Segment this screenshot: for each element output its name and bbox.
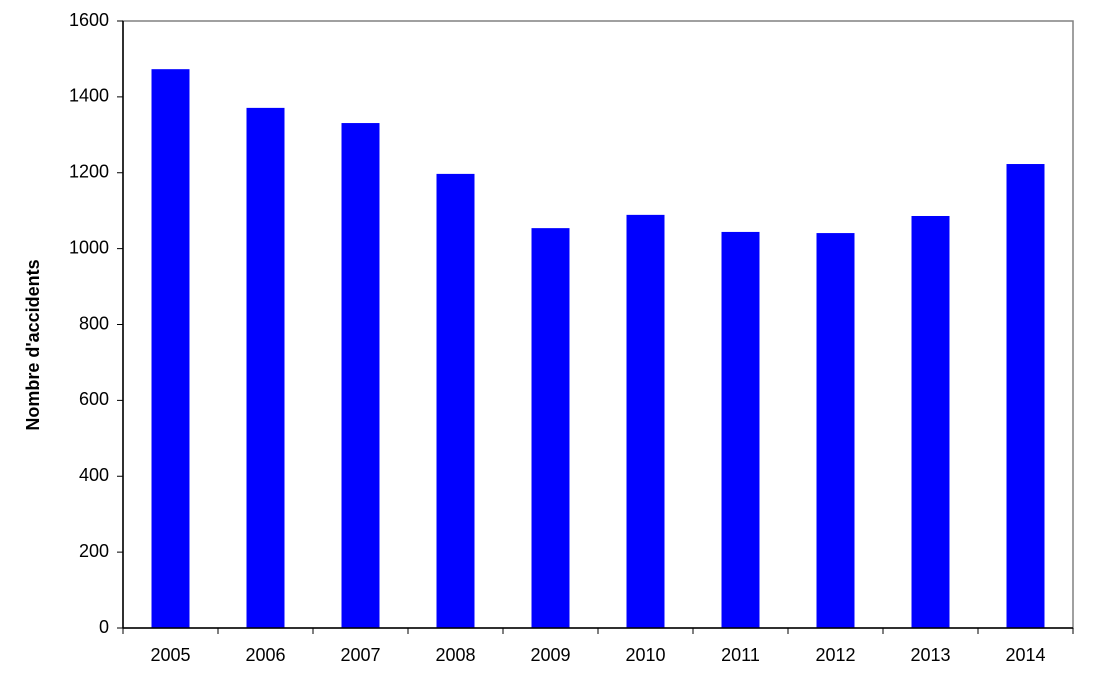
x-tick-label: 2014 xyxy=(1005,645,1045,665)
y-tick-label: 0 xyxy=(99,617,109,637)
x-tick-label: 2006 xyxy=(245,645,285,665)
bar xyxy=(151,69,190,629)
x-tick-label: 2012 xyxy=(815,645,855,665)
bar xyxy=(246,107,285,628)
x-tick-label: 2010 xyxy=(625,645,665,665)
y-tick-label: 1400 xyxy=(69,86,109,106)
y-tick-label: 200 xyxy=(79,541,109,561)
bar xyxy=(911,215,950,628)
y-axis-title: Nombre d'accidents xyxy=(23,259,43,430)
y-tick-label: 1600 xyxy=(69,10,109,30)
x-tick-label: 2008 xyxy=(435,645,475,665)
bar xyxy=(1006,164,1045,629)
y-tick-label: 400 xyxy=(79,465,109,485)
bar xyxy=(531,228,570,629)
bar xyxy=(721,231,760,628)
y-tick-label: 800 xyxy=(79,313,109,333)
bar xyxy=(626,214,665,628)
x-tick-label: 2011 xyxy=(721,645,760,665)
y-tick-label: 600 xyxy=(79,389,109,409)
bar xyxy=(341,123,380,628)
y-tick-label: 1200 xyxy=(69,162,109,182)
x-tick-label: 2009 xyxy=(530,645,570,665)
x-tick-label: 2005 xyxy=(150,645,190,665)
bar xyxy=(816,233,855,628)
bar xyxy=(436,173,475,628)
x-tick-label: 2013 xyxy=(910,645,950,665)
y-tick-label: 1000 xyxy=(69,237,109,257)
x-tick-label: 2007 xyxy=(340,645,380,665)
